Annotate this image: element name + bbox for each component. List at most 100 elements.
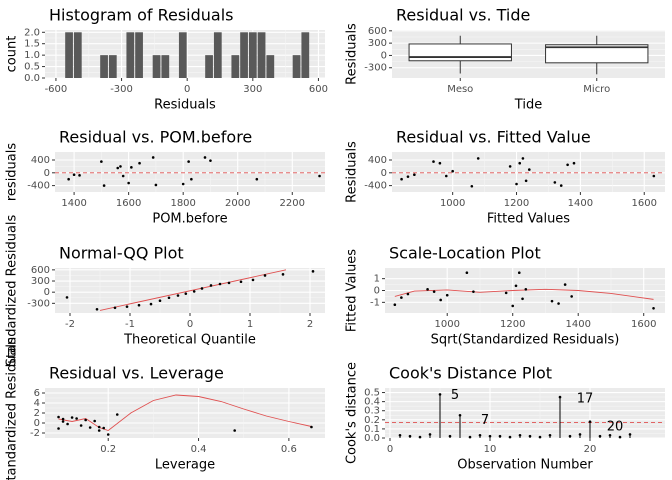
point — [406, 292, 410, 296]
point — [558, 395, 562, 399]
x-tick-label: 0 — [387, 444, 393, 455]
point — [426, 288, 429, 291]
point — [400, 296, 403, 299]
fit-line — [58, 394, 312, 432]
x-tick-label: 1400 — [568, 198, 593, 209]
point — [652, 306, 655, 310]
x-axis-label: Leverage — [155, 458, 215, 473]
point — [393, 303, 397, 307]
point — [451, 169, 454, 173]
point — [78, 174, 81, 177]
point — [251, 278, 255, 282]
point — [488, 434, 492, 438]
box — [408, 43, 512, 62]
point — [598, 434, 602, 438]
x-tick-label: 2200 — [280, 198, 305, 209]
histogram-bar — [65, 32, 73, 78]
point — [550, 299, 554, 303]
annotation: 5 — [451, 388, 459, 403]
histogram-bar — [301, 32, 310, 78]
y-tick-label: 0 — [44, 168, 50, 179]
x-tick-label: 600 — [309, 84, 328, 95]
y-axis-label: Standardized Residuals — [5, 214, 20, 366]
point — [478, 433, 482, 437]
fit-line — [394, 288, 654, 300]
panel-title: Residual vs. Leverage — [49, 364, 224, 383]
x-tick-label: 0.4 — [191, 444, 207, 455]
point — [187, 160, 190, 163]
histogram-bar — [100, 55, 108, 78]
histogram-bar — [178, 32, 187, 78]
point — [527, 168, 531, 171]
point — [563, 283, 567, 286]
point — [158, 299, 162, 303]
x-axis-label: Observation Number — [457, 458, 593, 473]
point — [115, 413, 119, 416]
point — [628, 433, 632, 436]
y-tick-label: 0 — [44, 287, 50, 298]
point — [67, 177, 70, 181]
point — [137, 303, 141, 307]
point — [428, 433, 432, 436]
x-tick-label: 0.6 — [281, 444, 297, 455]
y-tick-label: 0.5 — [364, 388, 380, 399]
panel-title: Residual vs. Tide — [396, 6, 530, 25]
point — [65, 296, 69, 299]
histogram-bar — [135, 32, 143, 78]
y-tick-label: -2 — [30, 428, 40, 439]
y-axis-label: residuals — [5, 143, 20, 202]
y-tick-label: 0.4 — [364, 397, 380, 408]
point — [97, 429, 101, 432]
point — [281, 273, 285, 276]
point — [570, 295, 573, 298]
point — [444, 174, 448, 178]
point — [149, 302, 153, 306]
point — [445, 293, 449, 297]
box — [545, 44, 649, 64]
y-tick-label: 0.0 — [364, 433, 380, 444]
x-tick-label: 0 — [187, 319, 193, 330]
x-tick-label: -600 — [45, 84, 68, 95]
point — [57, 427, 60, 430]
histogram-bar — [248, 32, 257, 78]
point — [119, 165, 122, 168]
point — [528, 434, 532, 438]
y-tick-label: 2.0 — [24, 27, 40, 38]
y-tick-label: 1.5 — [24, 39, 40, 50]
point — [568, 434, 572, 438]
x-tick-label: 2 — [307, 319, 313, 330]
y-tick-label: 0 — [34, 418, 40, 429]
point — [518, 161, 522, 165]
point — [418, 435, 422, 439]
point — [151, 156, 155, 159]
panel-title: Residual vs. POM.before — [59, 128, 252, 147]
y-axis-label: count — [5, 36, 20, 73]
point — [652, 174, 656, 178]
y-tick-label: -400 — [27, 181, 50, 192]
y-tick-label: 1.0 — [24, 50, 40, 61]
y-tick-label: 0 — [381, 168, 387, 179]
point — [227, 281, 231, 285]
x-tick-label: 1200 — [504, 198, 529, 209]
point — [438, 161, 442, 165]
x-tick-label: 1400 — [61, 198, 86, 209]
point — [517, 271, 521, 275]
y-tick-label: 300 — [368, 38, 387, 49]
point — [472, 290, 475, 293]
panel-title: Residual vs. Fitted Value — [396, 128, 591, 147]
point — [138, 161, 141, 165]
x-tick-label: 1600 — [116, 198, 141, 209]
point — [557, 302, 560, 305]
y-tick-label: 4 — [34, 398, 40, 409]
point — [588, 420, 592, 423]
point — [190, 177, 193, 181]
point — [113, 306, 117, 310]
x-tick-label: 300 — [243, 84, 262, 95]
y-tick-label: 1 — [374, 274, 380, 285]
x-axis-label: Tide — [514, 98, 542, 113]
panel-title: Normal-QQ Plot — [59, 244, 184, 263]
point — [70, 416, 74, 419]
point — [406, 175, 410, 178]
x-tick-label: -300 — [110, 84, 133, 95]
histogram-bar — [240, 32, 248, 78]
